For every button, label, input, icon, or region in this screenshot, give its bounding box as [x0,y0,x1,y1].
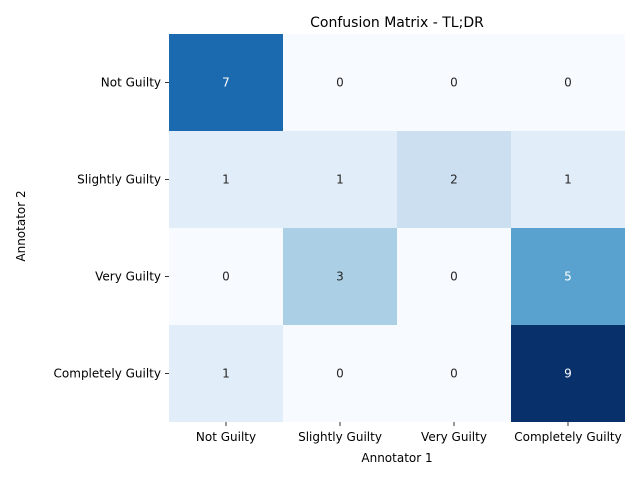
y-tick-label-slightly-guilty: Slightly Guilty [77,173,161,187]
y-axis-ticks: Not Guilty Slightly Guilty Very Guilty Comp… [54,76,169,381]
cell-value-r3-c2: 0 [450,367,458,381]
cell-r1-c2 [397,131,511,228]
cell-r1-c3 [511,131,625,228]
y-tick-label-completely-guilty: Completely Guilty [54,367,161,381]
cell-r3-c0 [169,325,283,422]
cell-value-r2-c1: 3 [336,270,344,284]
y-axis-label: Annotator 2 [14,190,28,261]
cell-value-r2-c0: 0 [222,270,230,284]
cell-value-r1-c3: 1 [564,173,572,187]
cell-value-r3-c0: 1 [222,367,230,381]
cell-value-r0-c0: 7 [222,76,230,90]
cell-r3-c3 [511,325,625,422]
cell-r3-c1 [283,325,397,422]
x-tick-label-not-guilty: Not Guilty [196,430,256,444]
cell-value-r1-c2: 2 [450,173,458,187]
x-tick-label-very-guilty: Very Guilty [421,430,487,444]
cell-value-r3-c3: 9 [564,367,572,381]
chart-title: Confusion Matrix - TL;DR [310,15,484,31]
x-axis-label: Annotator 1 [361,451,432,465]
cell-r0-c3 [511,34,625,131]
cell-r0-c2 [397,34,511,131]
heatmap-cells: 7 0 0 01 1 2 10 3 0 51 0 0 9 [169,34,625,422]
cell-value-r3-c1: 0 [336,367,344,381]
cell-r2-c0 [169,228,283,325]
cell-value-r0-c3: 0 [564,76,572,90]
y-tick-label-not-guilty: Not Guilty [101,76,161,90]
cell-r0-c0 [169,34,283,131]
cell-r3-c2 [397,325,511,422]
cell-value-r0-c2: 0 [450,76,458,90]
cell-r2-c3 [511,228,625,325]
x-tick-label-slightly-guilty: Slightly Guilty [298,430,382,444]
cell-r0-c1 [283,34,397,131]
x-axis-ticks: Not Guilty Slightly Guilty Very Guilty Comp… [196,422,622,444]
cell-r1-c0 [169,131,283,228]
y-tick-label-very-guilty: Very Guilty [95,270,161,284]
cell-value-r2-c2: 0 [450,270,458,284]
cell-r2-c2 [397,228,511,325]
x-tick-label-completely-guilty: Completely Guilty [514,430,621,444]
cell-r2-c1 [283,228,397,325]
cell-value-r1-c0: 1 [222,173,230,187]
cell-value-r2-c3: 5 [564,270,572,284]
cell-value-r1-c1: 1 [336,173,344,187]
cell-value-r0-c1: 0 [336,76,344,90]
cell-r1-c1 [283,131,397,228]
